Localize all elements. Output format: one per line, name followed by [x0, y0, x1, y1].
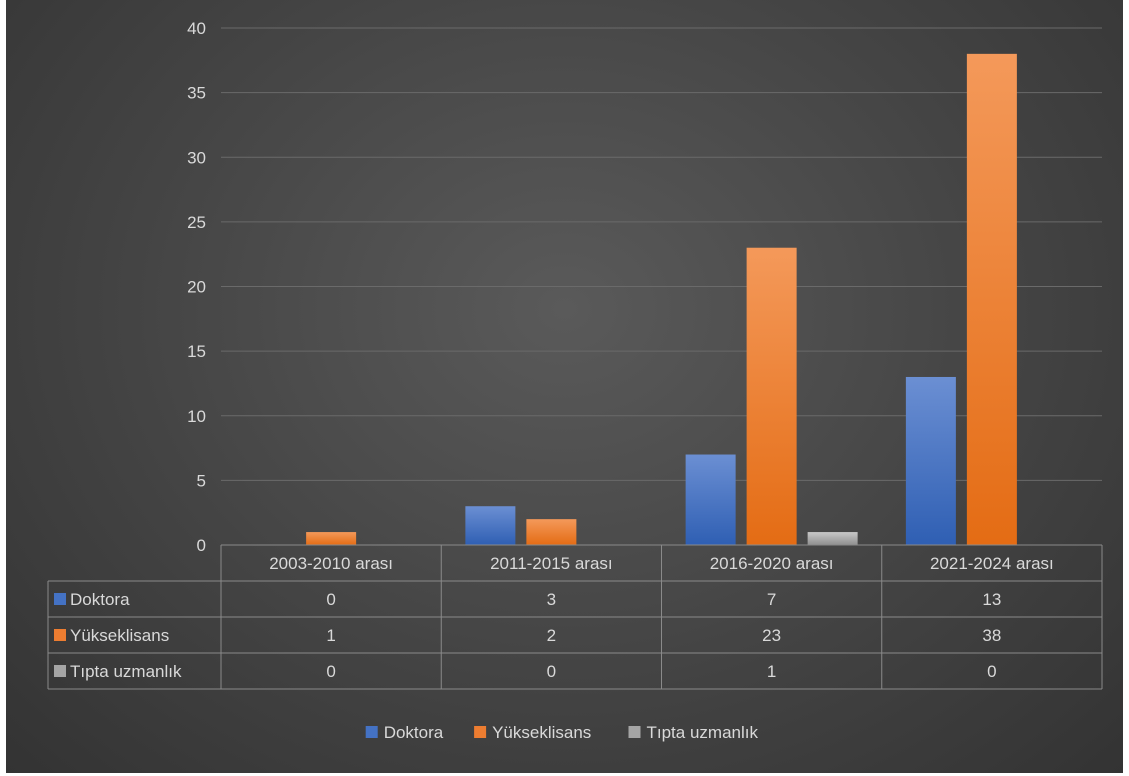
table-legend-key: [54, 629, 66, 641]
bar-Tıpta uzmanlık: [807, 532, 858, 545]
category-label: 2011-2015 arası: [490, 554, 613, 573]
y-tick-label: 30: [187, 148, 206, 167]
bar-Doktora: [685, 454, 736, 545]
table-cell-value: 0: [326, 590, 335, 609]
y-axis: 0 5 10 15 20 25 30 35 40: [187, 19, 206, 555]
bar-Doktora: [905, 376, 956, 545]
table-cell-value: 1: [326, 626, 335, 645]
legend-key: [474, 726, 487, 738]
y-tick-label: 15: [187, 342, 206, 361]
y-tick-label: 20: [187, 278, 206, 297]
bar-Doktora: [465, 506, 516, 545]
table-legend-key: [54, 665, 66, 677]
table-legend-key: [54, 593, 66, 605]
legend-label: Tıpta uzmanlık: [647, 723, 759, 742]
table-cell-value: 0: [987, 662, 996, 681]
table-series-label: Yükseklisans: [70, 626, 169, 645]
y-tick-label: 0: [197, 536, 206, 555]
table-cell-value: 38: [982, 626, 1001, 645]
table-cell-value: 1: [767, 662, 776, 681]
legend-label: Doktora: [384, 723, 444, 742]
bar-Yükseklisans: [306, 532, 357, 545]
table-cell-value: 0: [326, 662, 335, 681]
category-label: 2016-2020 arası: [710, 554, 834, 573]
table-cell-value: 0: [547, 662, 556, 681]
table-series-label: Doktora: [70, 590, 130, 609]
table-cell-value: 13: [982, 590, 1001, 609]
chart-area: 0 5 10 15 20 25 30 35 40 2003-2010 arası 2011-201…: [6, 0, 1123, 773]
bar-Yükseklisans: [526, 519, 577, 545]
table-series-label: Tıpta uzmanlık: [70, 662, 182, 681]
table-cell-value: 23: [762, 626, 781, 645]
y-tick-label: 10: [187, 407, 206, 426]
gridlines: [221, 27, 1102, 481]
y-tick-label: 35: [187, 84, 206, 103]
y-tick-label: 25: [187, 213, 206, 232]
bars: [306, 53, 1017, 545]
category-label: 2003-2010 arası: [269, 554, 393, 573]
legend: Doktora Yükseklisans Tıpta uzmanlık: [365, 723, 759, 742]
table-cell-value: 7: [767, 590, 776, 609]
legend-key: [628, 726, 641, 738]
table-cell-value: 3: [547, 590, 556, 609]
table-cell-value: 2: [547, 626, 556, 645]
y-tick-label: 5: [197, 471, 206, 490]
category-label: 2021-2024 arası: [930, 554, 1054, 573]
y-tick-label: 40: [187, 19, 206, 38]
data-table: 2003-2010 arası 2011-2015 arası 2016-2020 …: [47, 544, 1103, 690]
legend-key: [365, 726, 378, 738]
legend-label: Yükseklisans: [492, 723, 591, 742]
bar-Yükseklisans: [966, 53, 1017, 545]
bar-Yükseklisans: [746, 247, 797, 545]
